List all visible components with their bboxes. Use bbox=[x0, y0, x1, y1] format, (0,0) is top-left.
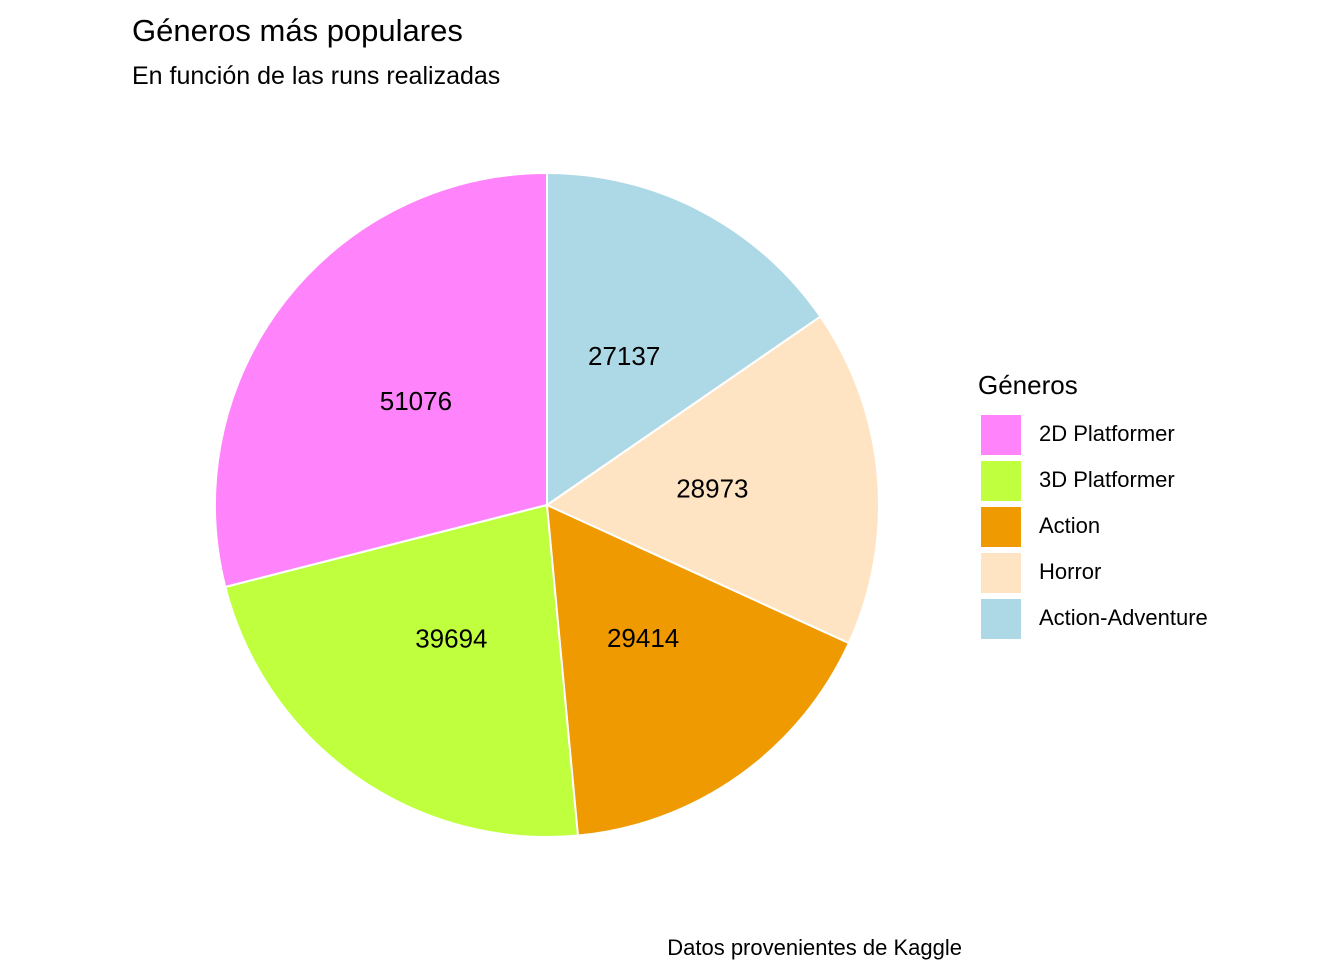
data-label-action: 29414 bbox=[607, 623, 679, 653]
pie-slice-action bbox=[545, 503, 851, 837]
legend-items: 2D Platformer 3D Platformer Action Horror Ac… bbox=[981, 415, 1208, 639]
pie-slice-horror bbox=[544, 315, 880, 645]
pie-slice-3d-platformer bbox=[224, 503, 580, 838]
legend-item-2d-platformer: 2D Platformer bbox=[981, 415, 1175, 455]
chart-caption: Datos provenientes de Kaggle bbox=[667, 935, 962, 960]
legend-title: Géneros bbox=[978, 370, 1078, 400]
legend-label-3d-platformer: 3D Platformer bbox=[1039, 467, 1175, 492]
legend-swatch-2d-platformer bbox=[981, 415, 1021, 455]
pie-slice-action-adventure bbox=[546, 171, 822, 507]
pie-slices bbox=[214, 171, 880, 838]
data-label-2d-platformer: 51076 bbox=[380, 386, 452, 416]
legend-swatch-3d-platformer bbox=[981, 461, 1021, 501]
legend-label-horror: Horror bbox=[1039, 559, 1101, 584]
data-label-action-adventure: 27137 bbox=[588, 341, 660, 371]
data-label-3d-platformer: 39694 bbox=[415, 624, 487, 654]
legend-label-2d-platformer: 2D Platformer bbox=[1039, 421, 1175, 446]
legend: Géneros 2D Platformer 3D Platformer Action… bbox=[978, 370, 1208, 639]
legend-label-action-adventure: Action-Adventure bbox=[1039, 605, 1208, 630]
legend-swatch-horror bbox=[981, 553, 1021, 593]
chart-title: Géneros más populares bbox=[132, 13, 463, 48]
pie-labels: 51076 39694 29414 28973 27137 bbox=[380, 341, 749, 654]
legend-label-action: Action bbox=[1039, 513, 1100, 538]
legend-item-horror: Horror bbox=[981, 553, 1101, 593]
legend-item-action-adventure: Action-Adventure bbox=[981, 599, 1208, 639]
legend-swatch-action-adventure bbox=[981, 599, 1021, 639]
legend-swatch-action bbox=[981, 507, 1021, 547]
chart-subtitle: En función de las runs realizadas bbox=[132, 62, 500, 90]
legend-item-action: Action bbox=[981, 507, 1100, 547]
pie-slice-2d-platformer bbox=[214, 171, 548, 589]
data-label-horror: 28973 bbox=[676, 473, 748, 503]
legend-item-3d-platformer: 3D Platformer bbox=[981, 461, 1175, 501]
